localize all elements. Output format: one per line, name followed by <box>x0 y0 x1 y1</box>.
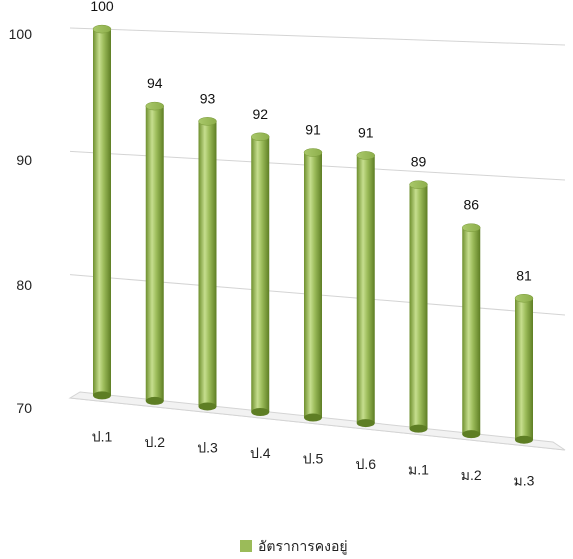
bar-top <box>356 151 375 160</box>
x-category-label: ป.1 <box>92 428 113 444</box>
legend-label: อัตราการคงอยู่ <box>258 538 348 555</box>
bar <box>409 180 428 433</box>
gridline <box>69 27 566 46</box>
data-label: 100 <box>90 0 114 14</box>
x-category-label: ป.6 <box>355 456 376 472</box>
bar-body <box>93 29 111 396</box>
bar-top <box>198 117 217 126</box>
bar <box>303 148 323 422</box>
bar-top <box>409 180 428 189</box>
bar-body <box>515 298 533 440</box>
bar-base <box>304 413 322 422</box>
data-label: 86 <box>463 197 479 213</box>
bar-base <box>251 407 270 416</box>
bar-body <box>198 121 217 407</box>
y-tick-label: 70 <box>16 400 32 416</box>
data-label: 91 <box>358 124 374 140</box>
bar <box>92 24 112 400</box>
legend: อัตราการคงอยู่ <box>240 538 348 555</box>
data-label: 81 <box>516 267 532 283</box>
chart-floor <box>68 391 566 451</box>
x-category-label: ป.3 <box>197 439 218 455</box>
bar-top <box>92 24 112 34</box>
y-tick-label: 80 <box>16 277 32 293</box>
bar-top <box>145 101 164 111</box>
x-axis-categories: ป.1 ป.2 ป.3 ป.4 ป.5 ป.6 ม.1 ม.2 ม.3 <box>92 428 535 488</box>
bar-body <box>251 136 270 412</box>
bar-top <box>462 223 481 232</box>
bar-base <box>515 435 533 444</box>
bar <box>356 151 375 428</box>
floor-plane <box>68 391 566 451</box>
bar-base <box>145 396 164 405</box>
bar-base <box>93 391 111 400</box>
bar <box>198 117 217 411</box>
x-category-label: ม.1 <box>408 462 429 478</box>
x-category-label: ป.4 <box>250 445 271 461</box>
bar-top <box>514 294 534 303</box>
y-axis-ticks: 70 80 90 100 <box>9 26 33 416</box>
bar-base <box>198 402 217 411</box>
data-label: 94 <box>147 75 163 91</box>
data-label: 92 <box>252 106 268 122</box>
bar <box>251 132 270 416</box>
x-category-label: ม.2 <box>461 467 482 483</box>
data-label: 91 <box>305 122 321 138</box>
bar-body <box>304 152 322 418</box>
data-label: 93 <box>200 90 216 106</box>
bar-body <box>462 227 481 435</box>
x-category-label: ป.5 <box>303 451 324 467</box>
y-tick-label: 100 <box>9 26 33 42</box>
bar-base <box>462 430 481 439</box>
bar-body <box>356 155 375 424</box>
bars <box>92 24 534 444</box>
x-category-label: ป.2 <box>144 434 165 450</box>
bar <box>462 223 481 439</box>
bar-body <box>409 184 428 429</box>
bar-base <box>356 419 375 428</box>
bar-body <box>145 106 164 401</box>
bar-top <box>303 148 323 157</box>
data-labels: 100 94 93 92 91 91 89 86 81 <box>90 0 532 283</box>
x-category-label: ม.3 <box>514 473 535 489</box>
data-label: 89 <box>411 154 427 170</box>
legend-swatch <box>240 540 252 552</box>
y-tick-label: 90 <box>16 152 32 168</box>
bar <box>145 101 164 405</box>
bar-base <box>409 424 428 433</box>
bar-top <box>251 132 270 142</box>
bar <box>514 294 534 444</box>
